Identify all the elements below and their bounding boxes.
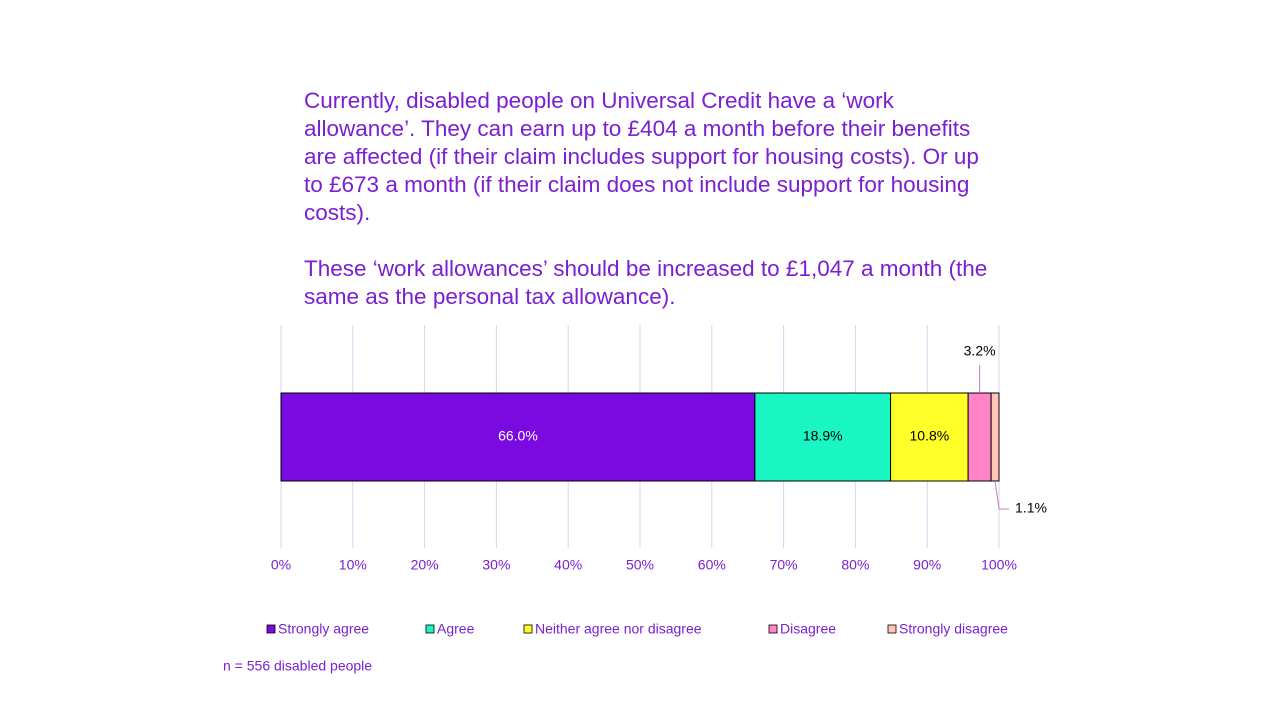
data-label: 10.8%: [910, 428, 950, 444]
legend-label: Neither agree nor disagree: [535, 621, 702, 637]
title-paragraph: These ‘work allowances’ should be increa…: [304, 256, 988, 309]
leader-line: [994, 480, 1010, 510]
bar-segment: [754, 392, 892, 482]
data-label: 66.0%: [498, 428, 538, 444]
legend-label: Strongly disagree: [899, 621, 1008, 637]
data-label: 1.1%: [1015, 500, 1047, 516]
x-tick-label: 30%: [482, 557, 510, 573]
x-tick-label: 90%: [913, 557, 941, 573]
legend-swatch: [425, 624, 435, 634]
x-tick-label: 50%: [626, 557, 654, 573]
chart-title: Currently, disabled people on Universal …: [304, 87, 994, 339]
data-label: 18.9%: [803, 428, 843, 444]
x-tick-label: 80%: [841, 557, 869, 573]
legend-swatch: [266, 624, 276, 634]
x-tick-label: 40%: [554, 557, 582, 573]
legend-swatch: [768, 624, 778, 634]
bar-segment: [990, 392, 1000, 482]
bar-segment: [890, 392, 969, 482]
legend-swatch: [523, 624, 533, 634]
legend-swatch: [887, 624, 897, 634]
x-tick-label: 0%: [271, 557, 291, 573]
data-label: 3.2%: [964, 343, 996, 359]
x-tick-label: 10%: [339, 557, 367, 573]
note: n = 556 disabled people: [223, 658, 372, 674]
x-tick-label: 20%: [411, 557, 439, 573]
x-tick-label: 100%: [981, 557, 1017, 573]
bar-segment: [967, 392, 992, 482]
legend-label: Agree: [437, 621, 475, 637]
bar-segment: [280, 392, 756, 482]
legend-label: Disagree: [780, 621, 836, 637]
legend-label: Strongly agree: [278, 621, 369, 637]
title-paragraph: Currently, disabled people on Universal …: [304, 88, 979, 225]
x-tick-label: 70%: [770, 557, 798, 573]
x-tick-label: 60%: [698, 557, 726, 573]
